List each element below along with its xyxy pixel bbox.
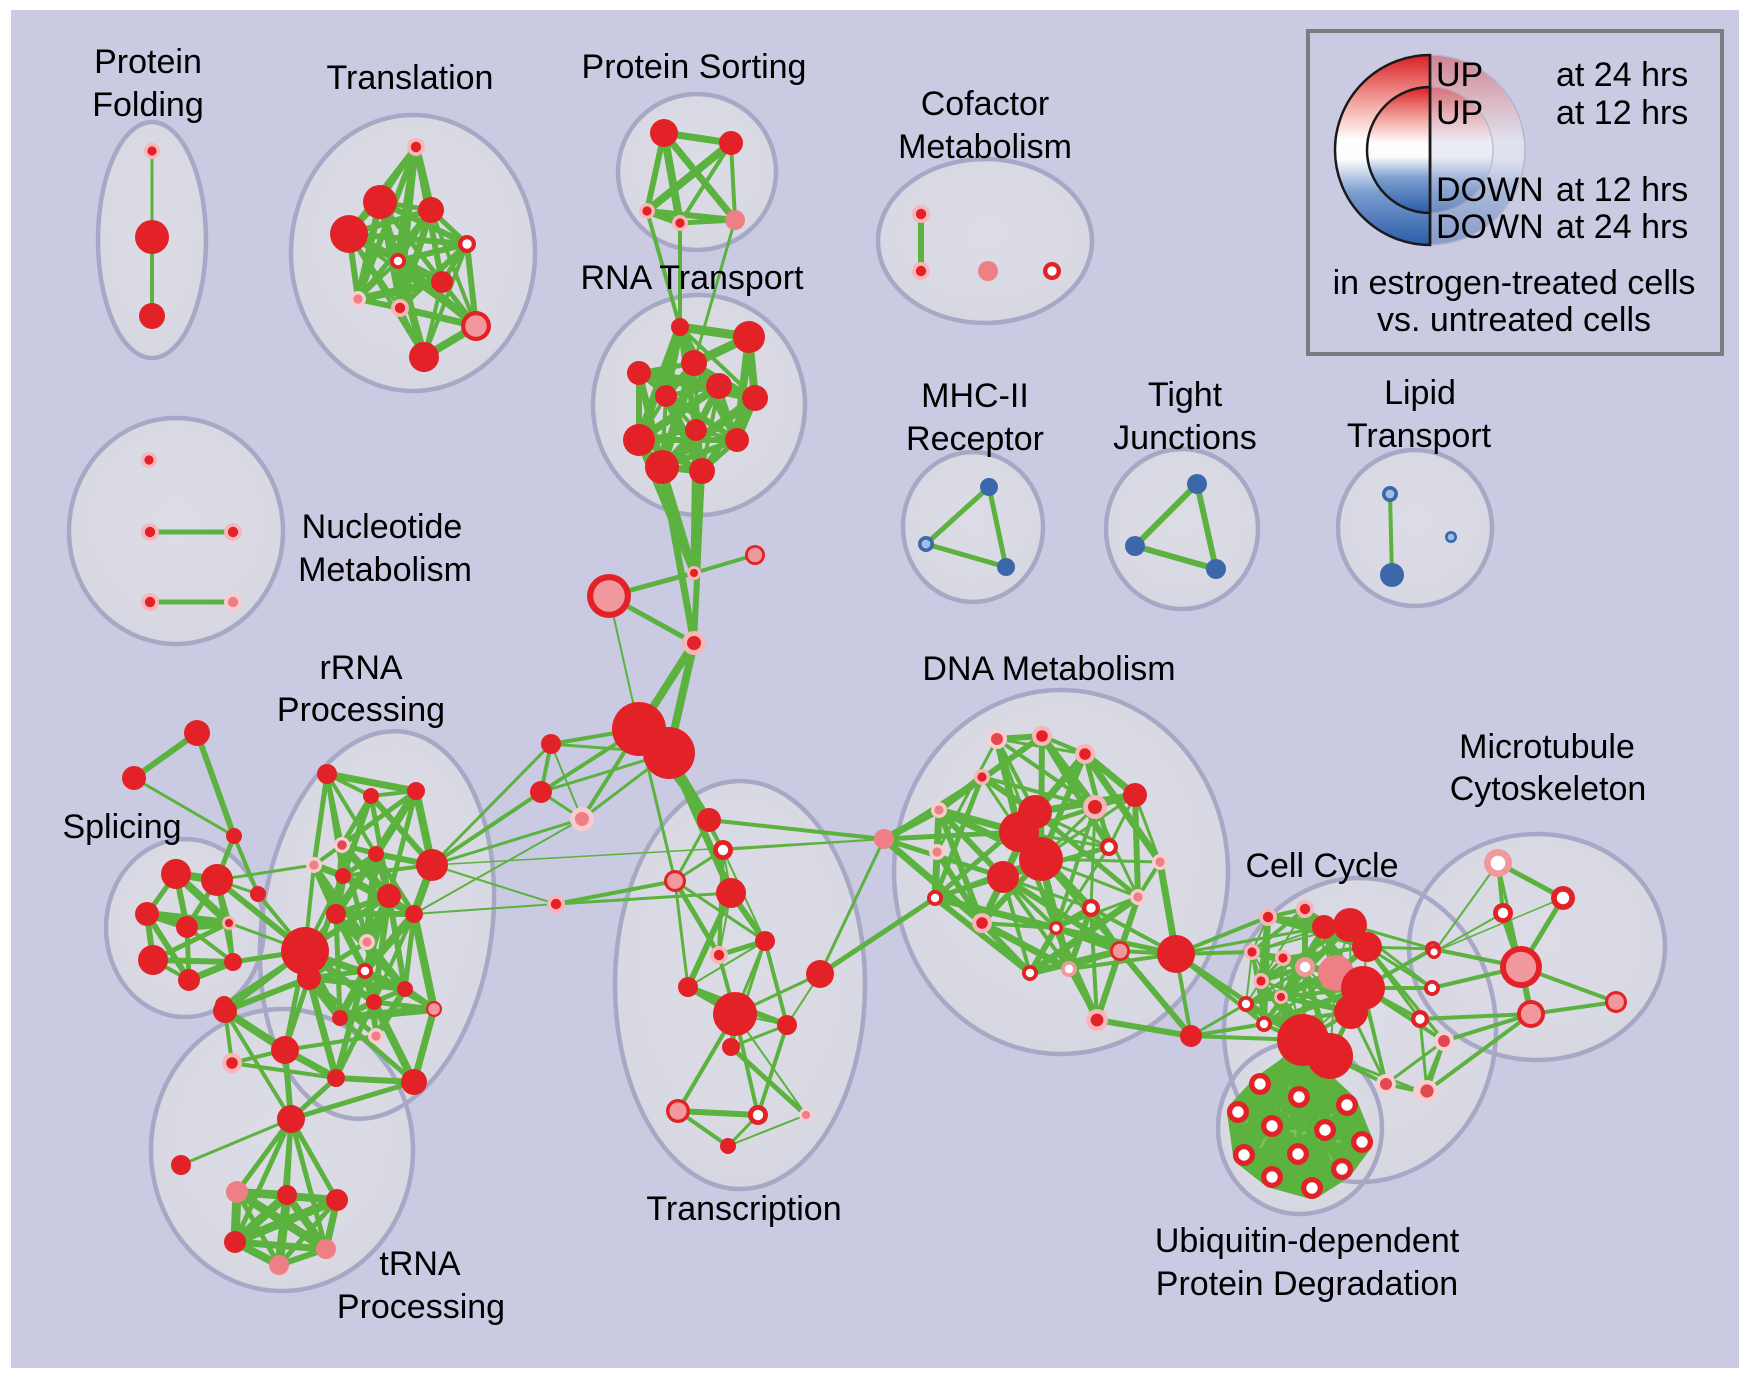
svg-text:Tight: Tight [1148,376,1223,414]
svg-text:rRNA: rRNA [319,649,402,687]
svg-text:at 24 hrs: at 24 hrs [1556,56,1688,94]
svg-text:UP: UP [1436,56,1483,94]
svg-text:DNA Metabolism: DNA Metabolism [922,650,1175,688]
svg-text:Splicing: Splicing [62,808,181,846]
svg-text:Junctions: Junctions [1113,419,1257,457]
svg-text:DOWN: DOWN [1436,208,1544,246]
svg-text:Protein: Protein [94,43,202,81]
svg-text:Nucleotide: Nucleotide [302,508,463,546]
svg-text:at 12 hrs: at 12 hrs [1556,94,1688,132]
svg-text:Receptor: Receptor [906,420,1044,458]
svg-text:Metabolism: Metabolism [298,551,472,589]
svg-text:Metabolism: Metabolism [898,128,1072,166]
svg-text:Cytoskeleton: Cytoskeleton [1450,770,1647,808]
svg-text:Protein Sorting: Protein Sorting [582,48,807,86]
svg-text:Lipid: Lipid [1384,374,1456,412]
svg-text:Protein Degradation: Protein Degradation [1156,1265,1458,1303]
svg-text:Ubiquitin-dependent: Ubiquitin-dependent [1155,1222,1460,1260]
svg-text:at 24 hrs: at 24 hrs [1556,208,1688,246]
svg-text:Translation: Translation [327,59,494,97]
svg-text:UP: UP [1436,94,1483,132]
svg-text:DOWN: DOWN [1436,171,1544,209]
svg-text:vs. untreated cells: vs. untreated cells [1377,301,1651,339]
svg-text:Processing: Processing [277,691,445,729]
svg-text:tRNA: tRNA [379,1245,461,1283]
svg-text:Transcription: Transcription [646,1190,841,1228]
svg-text:in estrogen-treated cells: in estrogen-treated cells [1333,264,1696,302]
svg-text:Folding: Folding [92,86,204,124]
svg-text:RNA Transport: RNA Transport [581,259,805,297]
svg-text:Processing: Processing [337,1288,505,1326]
svg-text:Cofactor: Cofactor [921,85,1050,123]
svg-text:MHC-II: MHC-II [921,377,1029,415]
svg-text:Microtubule: Microtubule [1459,728,1635,766]
svg-text:Transport: Transport [1347,417,1492,455]
svg-text:at 12 hrs: at 12 hrs [1556,171,1688,209]
svg-text:Cell Cycle: Cell Cycle [1245,847,1398,885]
